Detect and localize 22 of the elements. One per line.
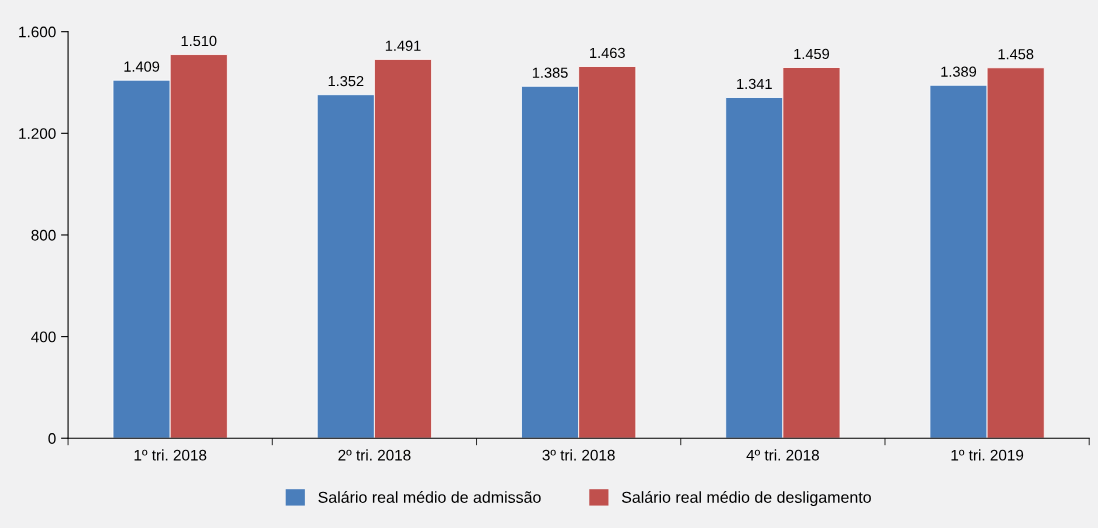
data-label: 1.389 — [941, 66, 977, 77]
y-tick-label: 1.600 — [19, 26, 56, 38]
data-label: 1.341 — [737, 78, 772, 90]
x-tick-label: 4º tri. 2018 — [746, 449, 819, 461]
legend-label: Salário real médio de desligamento — [621, 491, 871, 507]
data-label: 1.352 — [328, 75, 364, 87]
legend-label: Salário real médio de admissão — [318, 491, 541, 503]
x-tick-label: 3º tri. 2018 — [542, 449, 615, 461]
data-label: 1.491 — [385, 40, 421, 51]
data-label: 1.458 — [998, 49, 1034, 60]
data-label: 1.409 — [124, 61, 160, 72]
x-tick-label: 1º tri. 2018 — [134, 449, 207, 461]
y-tick-label: 400 — [31, 331, 56, 343]
x-tick-label: 1º tri. 2019 — [951, 449, 1024, 461]
data-label: 1.459 — [794, 48, 830, 60]
y-tick-label: 1.200 — [19, 128, 56, 140]
data-label: 1.463 — [590, 47, 625, 59]
y-tick-label: 800 — [31, 229, 56, 241]
data-label: 1.385 — [532, 67, 568, 78]
data-label: 1.510 — [181, 35, 217, 47]
x-tick-label: 2º tri. 2018 — [338, 449, 411, 461]
y-tick-label: 0 — [48, 433, 56, 444]
